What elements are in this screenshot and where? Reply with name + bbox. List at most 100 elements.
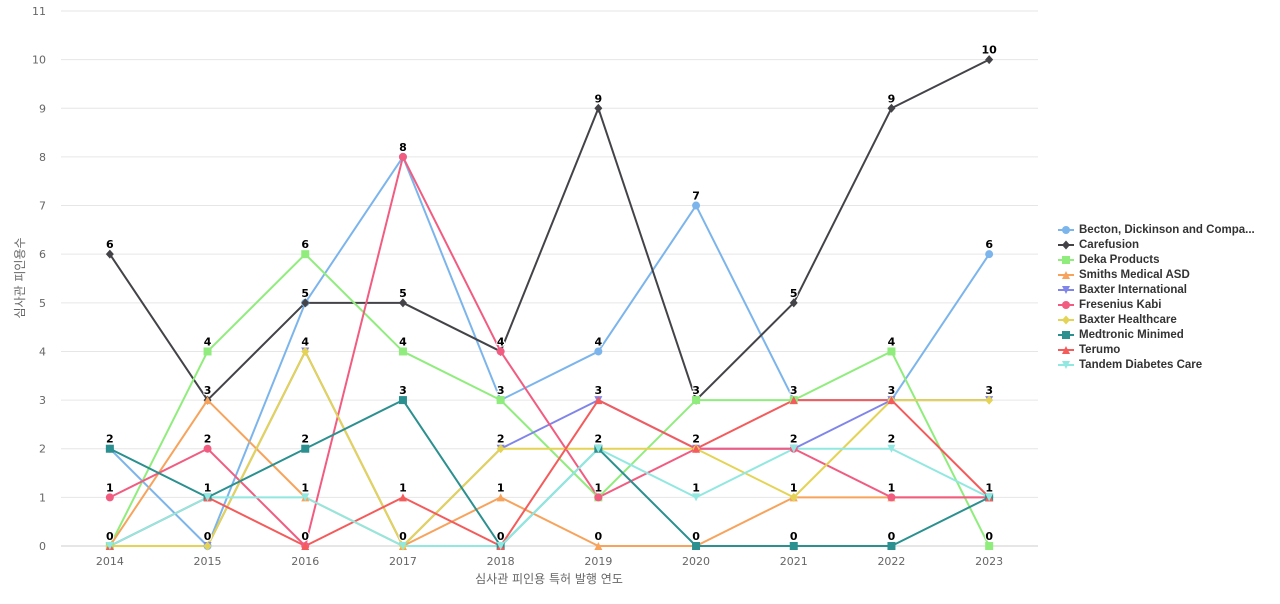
data-point	[985, 395, 994, 405]
legend-item[interactable]: Becton, Dickinson and Compa...	[1058, 222, 1255, 237]
data-label: 3	[595, 384, 603, 397]
data-label: 4	[301, 335, 309, 348]
data-label: 3	[399, 384, 407, 397]
x-tick-label: 2015	[194, 555, 222, 568]
data-labels: 6210432106542108543104321094321073210532…	[105, 43, 998, 544]
legend-item[interactable]: Carefusion	[1058, 237, 1255, 252]
legend-marker	[1062, 300, 1070, 309]
legend-item[interactable]: Baxter Healthcare	[1058, 312, 1255, 327]
legend-item[interactable]: Deka Products	[1058, 252, 1255, 267]
data-point	[692, 493, 701, 502]
data-point	[301, 444, 310, 453]
data-point	[203, 493, 212, 502]
legend-item[interactable]: Medtronic Minimed	[1058, 327, 1255, 342]
data-label: 0	[595, 530, 603, 543]
data-label: 4	[204, 335, 212, 348]
data-point	[496, 542, 505, 550]
data-label: 1	[106, 481, 114, 494]
data-label: 0	[106, 530, 114, 543]
data-label: 3	[985, 384, 993, 397]
data-point	[398, 493, 407, 502]
data-point	[105, 444, 114, 453]
data-point	[985, 55, 994, 65]
legend-label: Medtronic Minimed	[1079, 328, 1184, 341]
data-point	[203, 444, 212, 453]
legend-label: Baxter International	[1079, 283, 1187, 296]
data-point	[203, 396, 212, 405]
legend-label: Carefusion	[1079, 238, 1140, 251]
data-label: 2	[595, 433, 603, 446]
data-point	[887, 493, 896, 502]
data-label: 5	[399, 287, 407, 300]
data-label: 6	[106, 238, 114, 251]
legend-marker	[1062, 330, 1070, 339]
data-label: 0	[692, 530, 700, 543]
data-label: 0	[399, 530, 407, 543]
data-point	[496, 396, 505, 405]
data-point	[887, 103, 896, 113]
y-tick-label: 7	[39, 200, 46, 213]
data-point	[301, 298, 310, 308]
data-label: 0	[204, 530, 212, 543]
legend-marker	[1062, 345, 1070, 354]
data-label: 1	[888, 481, 896, 494]
data-label: 1	[985, 481, 993, 494]
x-tick-label: 2022	[877, 555, 905, 568]
data-point	[692, 396, 701, 405]
legend-item[interactable]: Smiths Medical ASD	[1058, 267, 1255, 282]
data-label: 0	[888, 530, 896, 543]
legend-symbol	[1058, 240, 1074, 249]
y-tick-label: 8	[39, 151, 46, 164]
legend-symbol	[1058, 270, 1074, 279]
data-point	[301, 493, 310, 502]
data-point	[789, 492, 798, 502]
data-label: 4	[399, 335, 407, 348]
data-point	[203, 347, 212, 356]
legend-label: Fresenius Kabi	[1079, 298, 1162, 311]
series-line	[109, 447, 990, 547]
y-tick-label: 6	[39, 248, 46, 261]
data-label: 0	[790, 530, 798, 543]
data-point	[105, 249, 114, 259]
legend-label: Tandem Diabetes Care	[1079, 358, 1203, 371]
legend-label: Deka Products	[1079, 253, 1160, 266]
legend-item[interactable]: Fresenius Kabi	[1058, 297, 1255, 312]
data-label: 4	[595, 335, 603, 348]
legend-item[interactable]: Terumo	[1058, 342, 1255, 357]
data-point	[594, 103, 603, 113]
data-point	[985, 542, 994, 550]
data-point	[496, 347, 505, 356]
data-point	[887, 396, 896, 405]
data-label: 5	[301, 287, 309, 300]
series-line	[109, 399, 990, 547]
legend-marker	[1062, 225, 1070, 234]
data-label: 1	[301, 481, 309, 494]
data-label: 1	[497, 481, 505, 494]
x-tick-label: 2021	[780, 555, 808, 568]
data-point	[789, 396, 798, 405]
data-label: 3	[790, 384, 798, 397]
data-point	[887, 444, 896, 453]
x-axis-title: 심사관 피인용 특허 발행 연도	[475, 571, 623, 586]
x-tick-label: 2016	[291, 555, 319, 568]
data-point	[692, 542, 701, 550]
y-tick-label: 2	[39, 443, 46, 456]
data-point	[398, 542, 407, 550]
data-point	[789, 542, 798, 550]
legend-label: Smiths Medical ASD	[1079, 268, 1190, 281]
legend-marker	[1062, 240, 1070, 249]
legend-item[interactable]: Tandem Diabetes Care	[1058, 357, 1255, 372]
data-point	[301, 542, 310, 550]
legend-marker	[1062, 285, 1070, 294]
data-label: 6	[985, 238, 993, 251]
data-label: 1	[790, 481, 798, 494]
legend-item[interactable]: Baxter International	[1058, 282, 1255, 297]
data-point	[398, 298, 407, 308]
y-tick-label: 4	[39, 345, 46, 358]
x-tick-label: 2023	[975, 555, 1003, 568]
legend-symbol	[1058, 255, 1074, 264]
legend-marker	[1062, 360, 1070, 369]
series-markers	[105, 55, 994, 551]
data-label: 10	[981, 44, 997, 57]
data-point	[594, 396, 603, 405]
